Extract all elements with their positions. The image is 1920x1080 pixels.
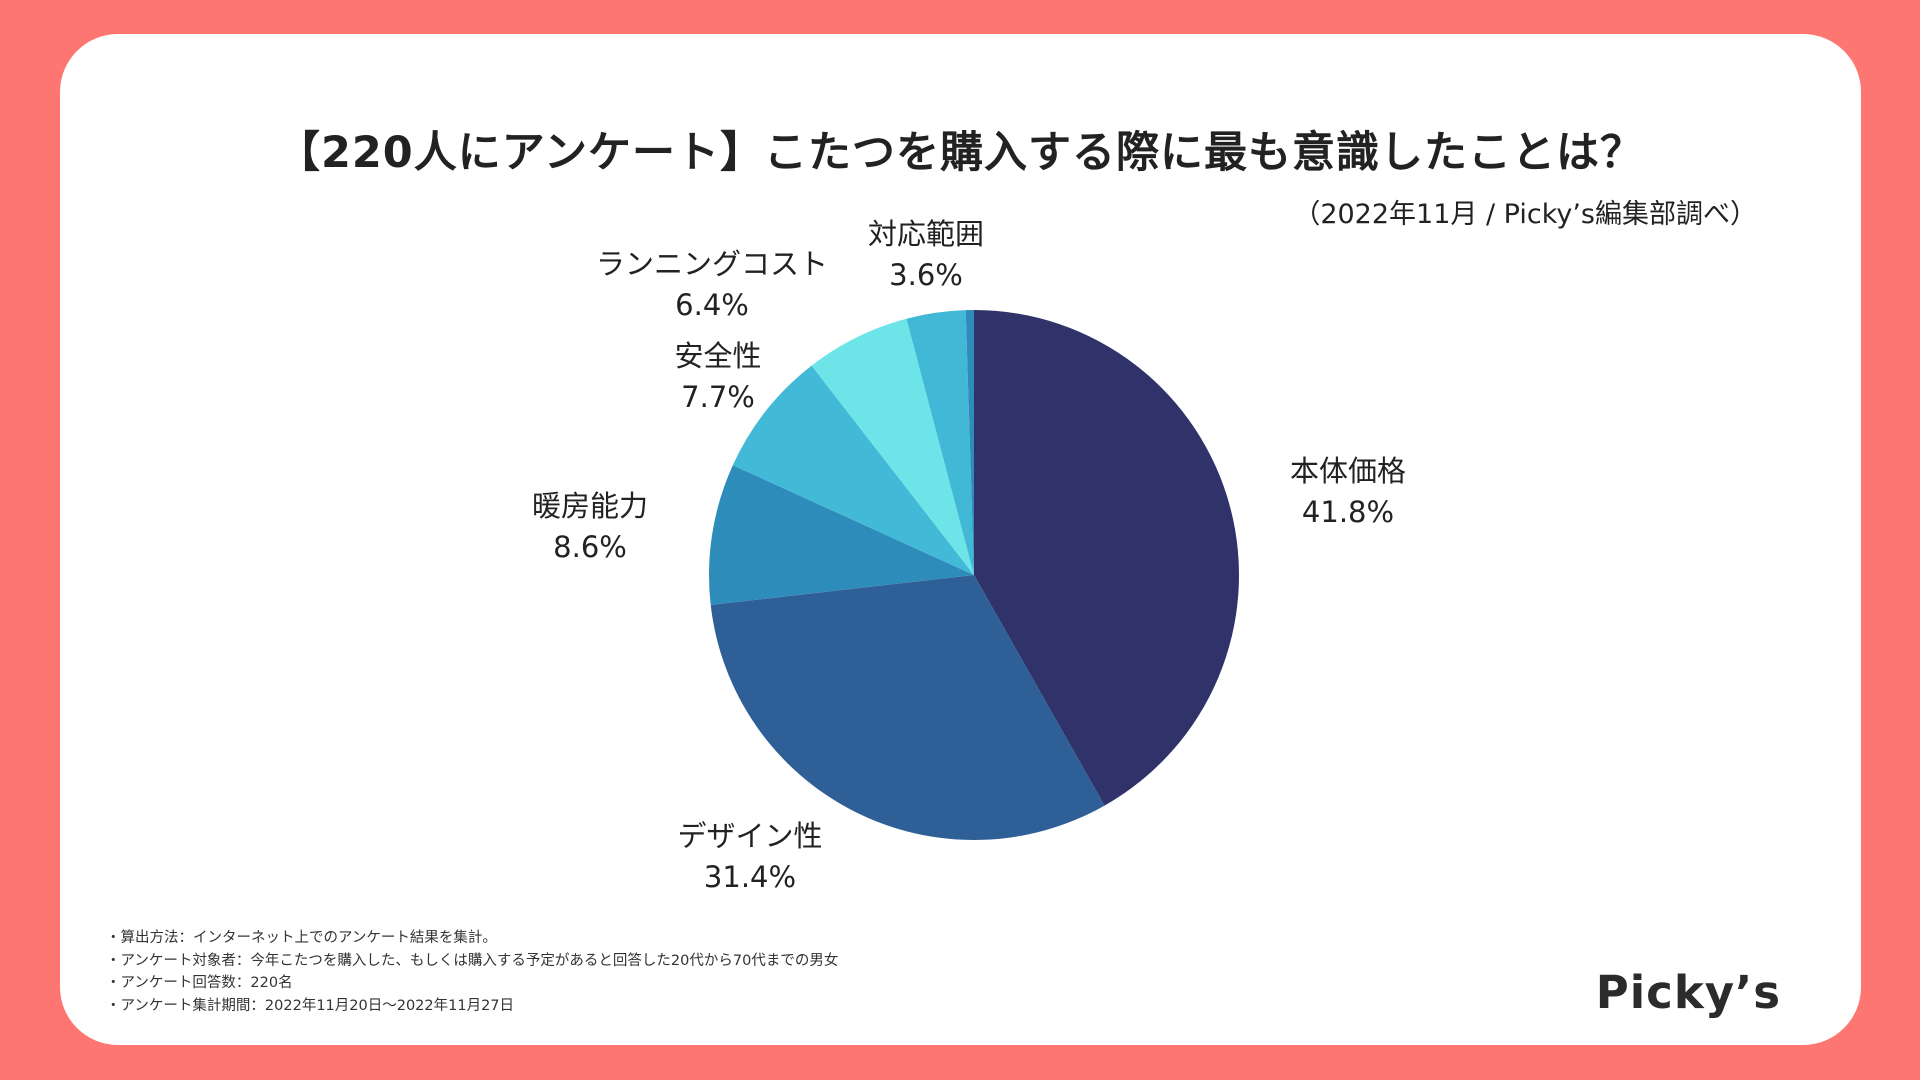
note-method: ・算出方法：インターネット上でのアンケート結果を集計。 — [106, 930, 497, 946]
card: 【220人にアンケート】こたつを購入する際に最も意識したことは？ （2022年1… — [60, 34, 1861, 1045]
pie-slice-3 — [709, 465, 974, 605]
slice-label-4: 安全性 — [674, 339, 761, 373]
note-period: ・アンケート集計期間：2022年11月20日〜2022年11月27日 — [106, 997, 515, 1014]
pie-slice-7 — [965, 310, 974, 575]
pie-slice-5 — [811, 318, 974, 575]
slice-value-1: 41.8% — [1302, 495, 1394, 529]
slice-value-5: 6.4% — [675, 288, 749, 322]
survey-notes: ・算出方法：インターネット上でのアンケート結果を集計。 ・アンケート対象者：今年… — [106, 927, 838, 1017]
pie-slice-2 — [710, 575, 1105, 840]
note-respondents: ・アンケート回答数：220名 — [106, 975, 293, 991]
slice-value-2: 31.4% — [704, 860, 796, 894]
slice-label-1: 本体価格 — [1290, 454, 1406, 488]
slice-value-3: 8.6% — [553, 530, 627, 564]
pie-slice-1 — [974, 310, 1240, 806]
pie-slice-4 — [732, 365, 974, 575]
chart-title: 【220人にアンケート】こたつを購入する際に最も意識したことは？ — [276, 128, 1645, 178]
pie-slices — [709, 310, 1240, 840]
slice-label-2: デザイン性 — [677, 819, 822, 853]
note-target: ・アンケート対象者：今年こたつを購入した、もしくは購入する予定があると回答した2… — [106, 952, 839, 969]
slice-label-3: 暖房能力 — [532, 489, 648, 523]
chart-subtitle: （2022年11月 / Picky’s編集部調べ） — [1293, 199, 1757, 230]
pie-labels: 本体価格 41.8% デザイン性 31.4% 暖房能力 8.6% 安全性 7.7% ランニングコ… — [532, 217, 1406, 894]
slice-value-4: 7.7% — [681, 380, 755, 414]
picky-s-logo: Picky’s — [1595, 966, 1781, 1019]
pie-slice-6 — [906, 310, 974, 575]
slice-value-6: 3.6% — [889, 258, 963, 292]
slice-label-6: 対応範囲 — [868, 217, 984, 251]
pie-chart: 本体価格 41.8% デザイン性 31.4% 暖房能力 8.6% 安全性 7.7% ランニングコ… — [532, 217, 1406, 894]
slice-label-5: ランニングコスト — [596, 247, 828, 281]
